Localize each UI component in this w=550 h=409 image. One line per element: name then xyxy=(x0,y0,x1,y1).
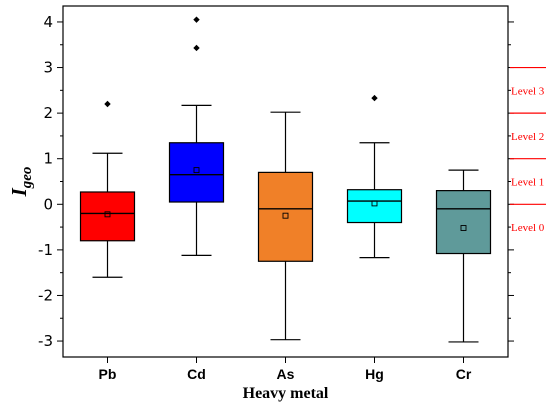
box-plot-series xyxy=(79,16,492,343)
y-tick-label: -3 xyxy=(38,332,53,350)
outlier-point xyxy=(193,16,200,23)
mean-marker xyxy=(371,200,378,207)
x-tick-label: As xyxy=(277,366,295,382)
outlier-point xyxy=(193,44,200,52)
y-tick-label: -2 xyxy=(38,286,53,304)
plot-frame xyxy=(62,5,509,358)
level-markers: Level 0 Level 1 Level 2 Level 3 xyxy=(510,66,546,234)
x-tick-label: Hg xyxy=(365,366,384,382)
box-cd xyxy=(168,16,225,256)
x-axis-label: Heavy metal xyxy=(243,385,329,402)
y-tick-label: 1 xyxy=(43,150,53,168)
box-hg xyxy=(346,94,403,259)
outlier-point xyxy=(104,100,111,108)
y-tick-label: -1 xyxy=(38,241,53,259)
y-axis-label: Igeo xyxy=(7,167,35,198)
y-tick-label: 2 xyxy=(43,104,53,122)
y-tick-label: 0 xyxy=(43,195,53,213)
x-tick-label: Cd xyxy=(187,366,206,382)
level-label: Level 3 xyxy=(511,85,545,97)
level-label: Level 0 xyxy=(511,222,545,234)
outlier-point xyxy=(371,94,378,102)
mean-marker xyxy=(193,167,200,174)
mean-marker xyxy=(282,212,289,219)
x-axis-ticks: Pb Cd As Hg Cr xyxy=(99,357,472,382)
box-pb xyxy=(79,100,136,278)
y-axis-label-subscript: geo xyxy=(19,167,35,190)
mean-marker xyxy=(460,225,467,231)
level-label: Level 2 xyxy=(511,131,544,143)
box-iqr xyxy=(435,190,492,255)
box-as xyxy=(257,111,314,341)
y-tick-label: 4 xyxy=(43,13,53,31)
y-axis-label-main: I xyxy=(7,187,31,197)
x-tick-label: Cr xyxy=(456,366,472,382)
x-tick-label: Pb xyxy=(99,366,117,382)
box-cr xyxy=(435,169,492,343)
y-tick-label: 3 xyxy=(43,59,53,77)
level-label: Level 1 xyxy=(511,177,544,189)
box-iqr xyxy=(257,171,314,262)
mean-marker xyxy=(104,211,111,218)
